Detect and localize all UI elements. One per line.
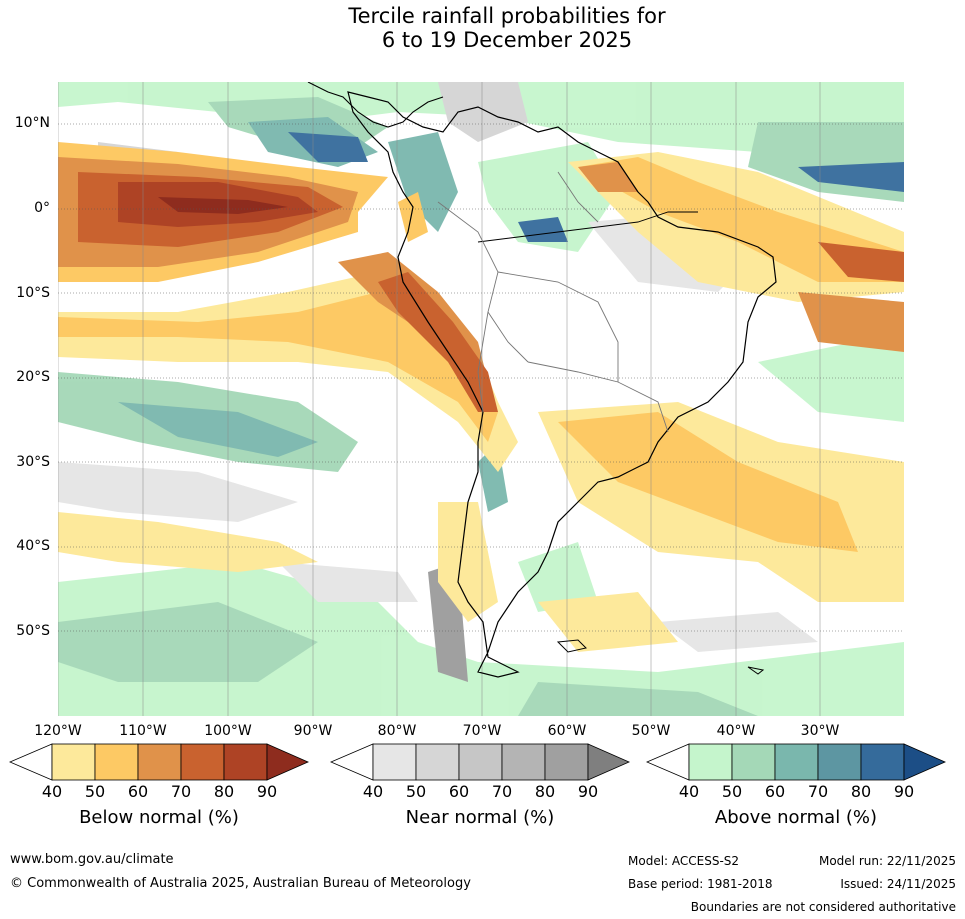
colorbar-svg <box>646 743 946 781</box>
lat-label-10s: 10°S <box>16 285 50 301</box>
above-normal-colorbar <box>646 743 946 781</box>
country-borders <box>437 171 669 433</box>
lat-label-30s: 30°S <box>16 454 50 470</box>
issued-date: Issued: 24/11/2025 <box>840 877 956 891</box>
model-run: Model run: 22/11/2025 <box>818 854 956 868</box>
colorbar-tick-label: 60 <box>448 782 470 801</box>
colorbar-tick-label: 40 <box>41 782 63 801</box>
central-america-coastline <box>307 82 444 128</box>
above-normal-legend-title: Above normal (%) <box>714 807 878 828</box>
model-name: Model: ACCESS-S2 <box>628 854 740 868</box>
colorbar-left-arrow <box>646 743 690 781</box>
colorbar-svg <box>9 743 309 781</box>
colorbar-cell <box>51 743 96 781</box>
colorbar-right-arrow <box>266 743 309 781</box>
colorbar-cell <box>817 743 862 781</box>
colorbar-svg <box>330 743 630 781</box>
lon-label-50w: 50°W <box>631 723 671 739</box>
title-line-1: Tercile rainfall probabilities for <box>348 4 666 28</box>
colorbar-tick-label: 40 <box>362 782 384 801</box>
colorbar-tick-label: 50 <box>84 782 106 801</box>
colorbar-cell <box>94 743 139 781</box>
colorbar-left-arrow <box>9 743 53 781</box>
colorbar-cell <box>180 743 225 781</box>
near-normal-legend-title: Near normal (%) <box>405 807 555 828</box>
lon-label-120w: 120°W <box>34 723 82 739</box>
colorbar-cell <box>774 743 819 781</box>
lat-label-20s: 20°S <box>16 369 50 385</box>
lat-label-40s: 40°S <box>16 538 50 554</box>
lon-label-100w: 100°W <box>204 723 252 739</box>
lat-label-50s: 50°S <box>16 623 50 639</box>
chart-title: Tercile rainfall probabilities for 6 to … <box>0 4 965 52</box>
colorbar-left-arrow <box>330 743 374 781</box>
near-normal-colorbar <box>330 743 630 781</box>
colorbar-tick-label: 80 <box>534 782 556 801</box>
colorbar-cell <box>223 743 268 781</box>
title-line-2: 6 to 19 December 2025 <box>381 28 633 52</box>
colorbar-cell <box>137 743 182 781</box>
amazon-river <box>477 211 698 243</box>
colorbar-cell <box>688 743 733 781</box>
colorbar-tick-label: 70 <box>807 782 829 801</box>
lon-label-40w: 40°W <box>716 723 756 739</box>
lon-label-60w: 60°W <box>547 723 587 739</box>
lat-label-10n: 10°N <box>14 115 50 131</box>
colorbar-tick-label: 60 <box>764 782 786 801</box>
lon-label-110w: 110°W <box>119 723 167 739</box>
boundaries-disclaimer: Boundaries are not considered authoritat… <box>690 900 956 914</box>
graticule <box>58 123 904 632</box>
colorbar-right-arrow <box>903 743 946 781</box>
south-georgia <box>747 666 765 675</box>
below-normal-colorbar <box>9 743 309 781</box>
website-link[interactable]: www.bom.gov.au/climate <box>10 852 174 867</box>
copyright-text: © Commonwealth of Australia 2025, Austra… <box>10 876 471 891</box>
colorbar-tick-label: 90 <box>577 782 599 801</box>
colorbar-tick-label: 90 <box>893 782 915 801</box>
falkland-islands <box>556 639 587 653</box>
colorbar-cell <box>372 743 417 781</box>
lon-label-80w: 80°W <box>377 723 417 739</box>
below-normal-legend-title: Below normal (%) <box>79 807 239 828</box>
colorbar-tick-label: 60 <box>127 782 149 801</box>
colorbar-cell <box>544 743 589 781</box>
base-period: Base period: 1981-2018 <box>628 877 773 891</box>
lon-label-70w: 70°W <box>462 723 502 739</box>
colorbar-cell <box>501 743 546 781</box>
colorbar-tick-label: 90 <box>256 782 278 801</box>
colorbar-tick-label: 50 <box>721 782 743 801</box>
colorbar-tick-label: 70 <box>491 782 513 801</box>
colorbar-cell <box>860 743 905 781</box>
lat-label-0: 0° <box>34 200 50 216</box>
below-normal-regions <box>58 142 904 652</box>
lon-label-30w: 30°W <box>800 723 840 739</box>
rainfall-probability-map <box>58 82 904 716</box>
colorbar-tick-label: 40 <box>678 782 700 801</box>
colorbar-cell <box>458 743 503 781</box>
south-america-coastline <box>347 91 777 678</box>
lon-label-90w: 90°W <box>293 723 333 739</box>
colorbar-cell <box>731 743 776 781</box>
colorbar-tick-label: 80 <box>213 782 235 801</box>
map-canvas <box>58 82 904 716</box>
colorbar-right-arrow <box>587 743 630 781</box>
colorbar-tick-label: 80 <box>850 782 872 801</box>
colorbar-tick-label: 70 <box>170 782 192 801</box>
colorbar-cell <box>415 743 460 781</box>
colorbar-tick-label: 50 <box>405 782 427 801</box>
